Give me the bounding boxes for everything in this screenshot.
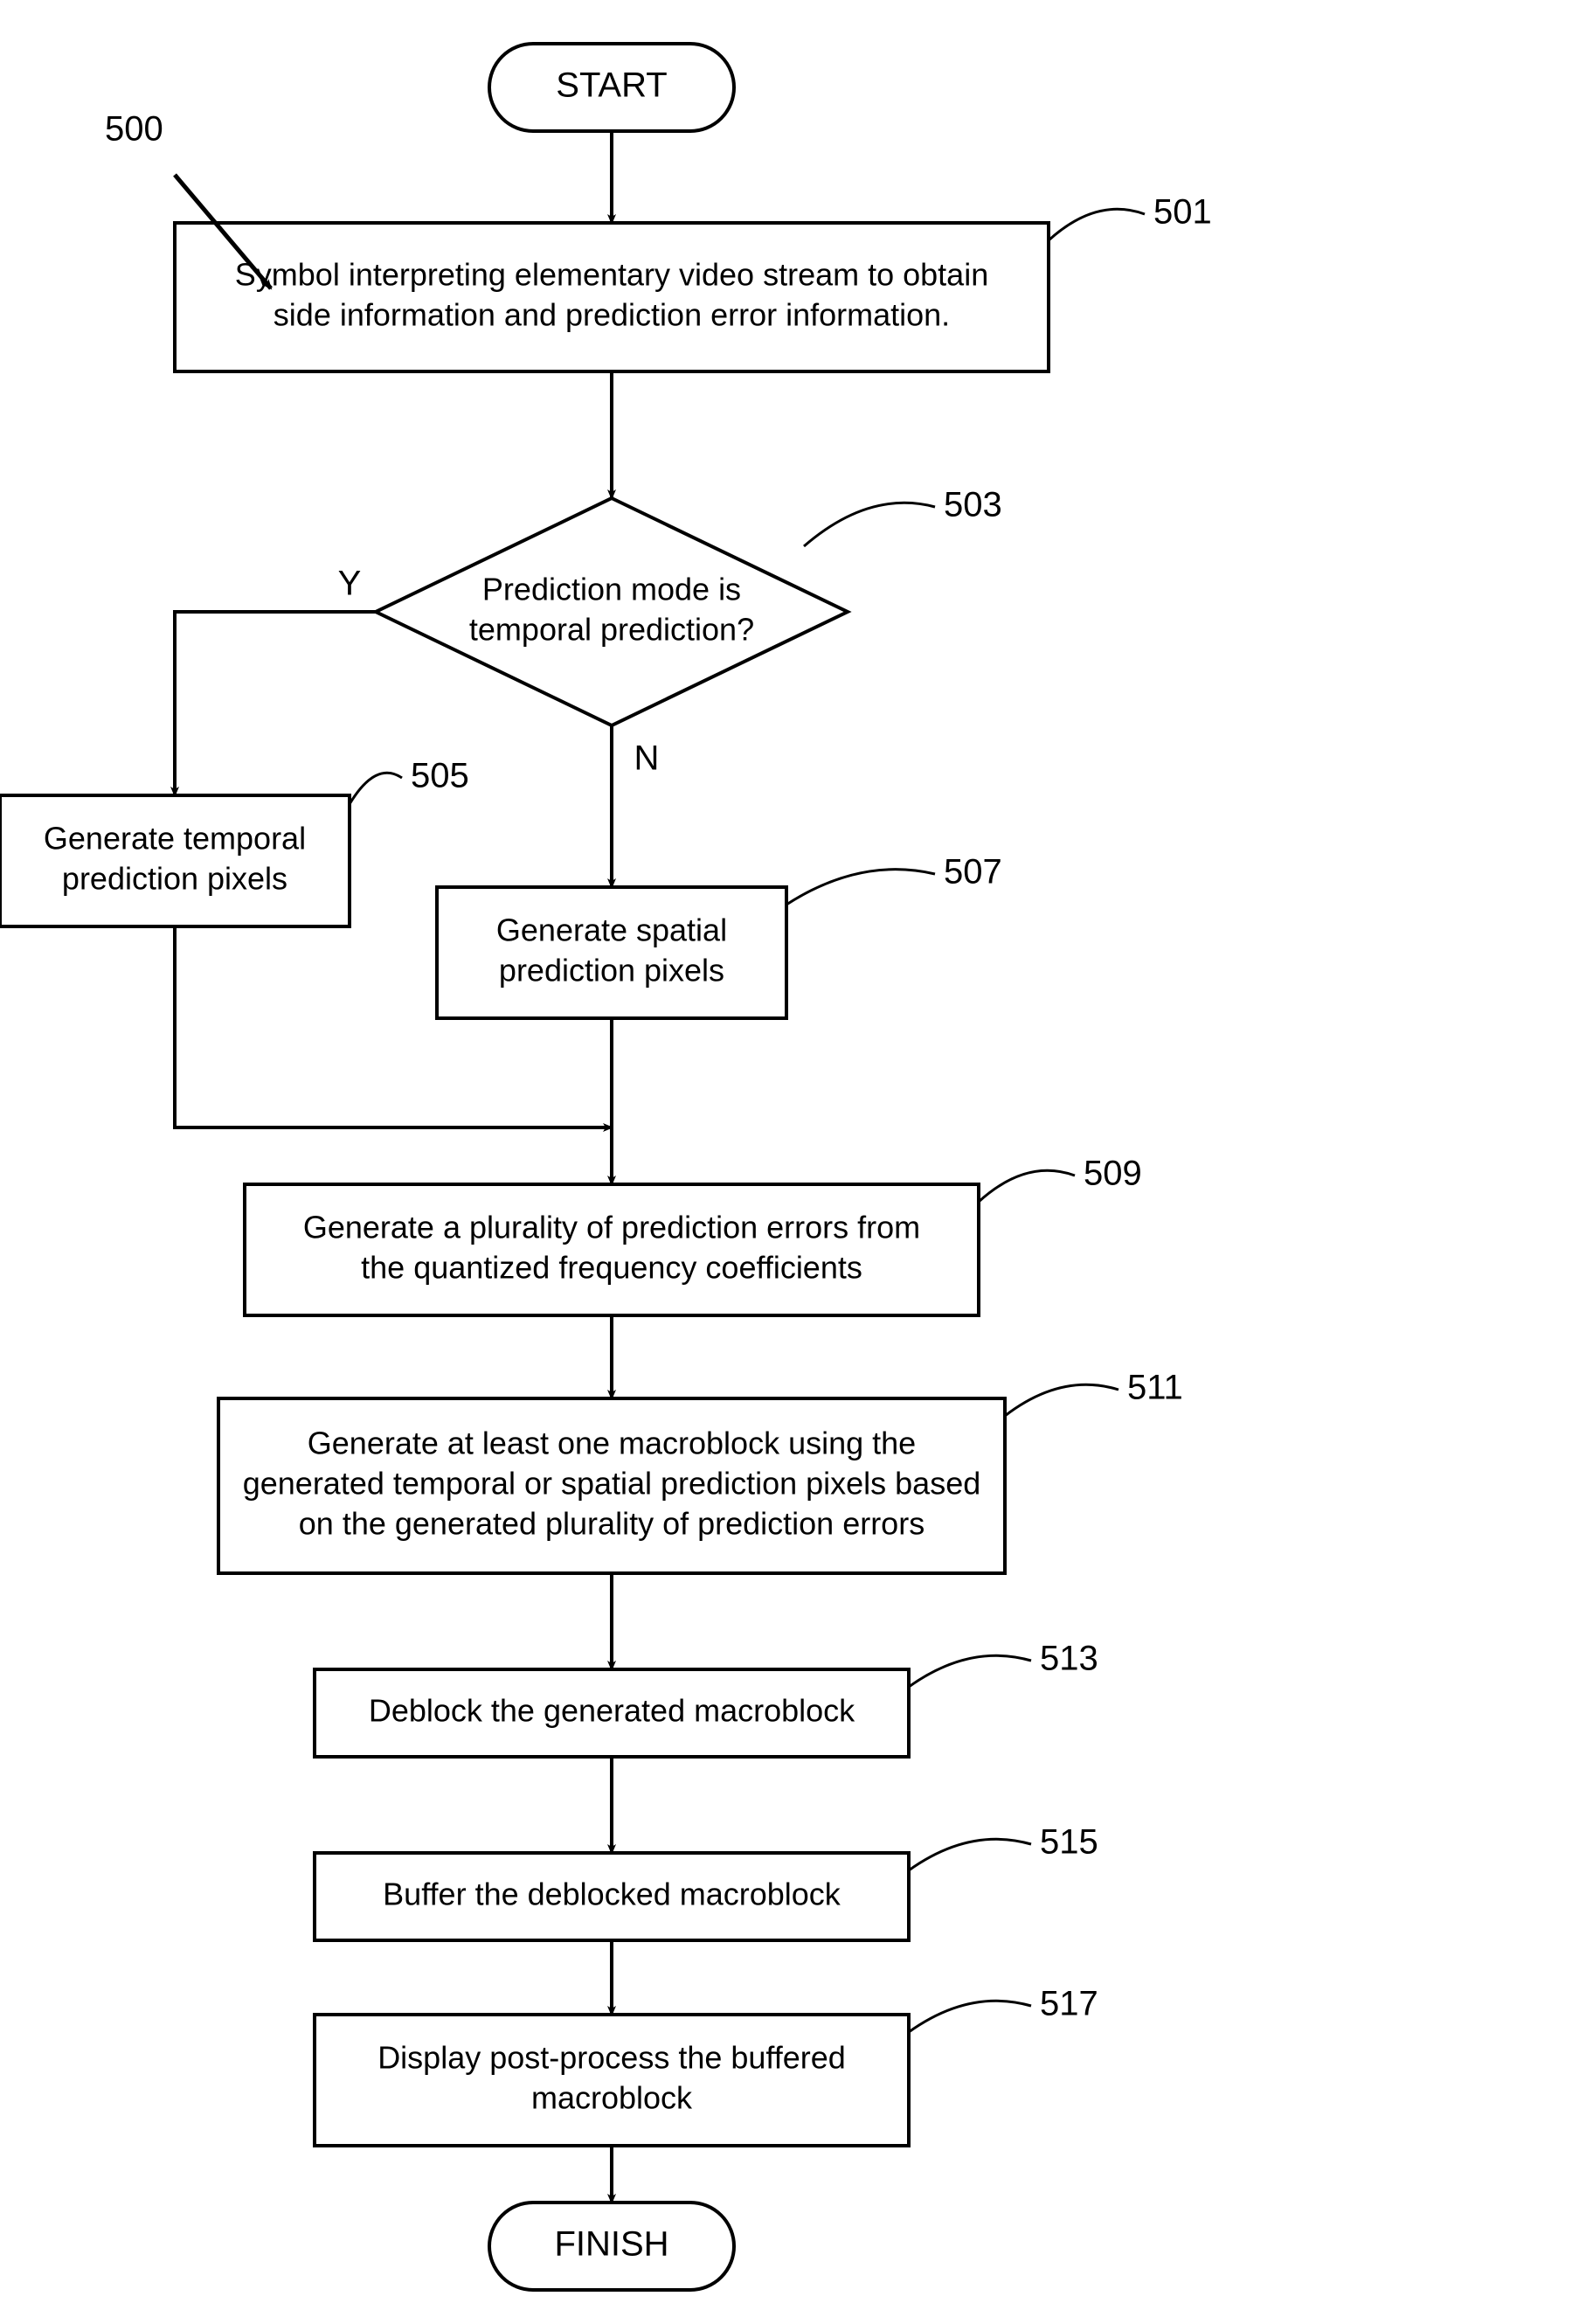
svg-text:FINISH: FINISH [554,2225,668,2264]
callout-label-509: 509 [1084,1155,1142,1193]
node-finish: FINISH [489,2203,734,2290]
node-start: START [489,44,734,131]
callout-label-513: 513 [1040,1640,1098,1678]
callout-label-501: 501 [1153,193,1212,232]
callout-label-505: 505 [411,757,469,795]
nodes-layer: START Symbol interpreting elementary vide… [0,44,1049,2290]
node-n505: Generate temporal prediction pixels [0,795,350,926]
edge-2 [175,612,376,795]
node-n507: Generate spatial prediction pixels [437,887,786,1018]
svg-text:Buffer the deblocked macrobloc: Buffer the deblocked macroblock [383,1877,841,1912]
svg-text:the quantized frequency coeffi: the quantized frequency coefficients [361,1250,862,1286]
node-n511: Generate at least one macroblock using t… [218,1398,1005,1573]
callout-line-501 [1049,209,1145,240]
svg-text:Display post-process the buffe: Display post-process the buffered [377,2040,846,2076]
svg-text:Generate at least one macroblo: Generate at least one macroblock using t… [308,1426,916,1461]
svg-text:side information and predictio: side information and prediction error in… [274,297,950,333]
callout-line-507 [786,870,935,905]
callout-line-503 [804,503,935,546]
svg-text:prediction pixels: prediction pixels [499,953,724,989]
svg-text:Generate temporal: Generate temporal [44,821,306,857]
svg-text:prediction pixels: prediction pixels [62,861,287,897]
flowchart-svg: Y N START Symbol interpreting elementary v… [0,0,1579,2324]
edge-label-Y: Y [338,565,362,603]
callout-line-513 [909,1655,1031,1687]
node-n515: Buffer the deblocked macroblock [315,1853,909,1940]
node-n509: Generate a plurality of prediction error… [245,1184,979,1315]
figure-ref-label: 500 [105,110,163,149]
svg-text:Deblock the generated macroblo: Deblock the generated macroblock [369,1693,855,1729]
node-n517: Display post-process the buffered macrobl… [315,2015,909,2146]
callout-line-515 [909,1839,1031,1870]
svg-text:Generate spatial: Generate spatial [496,912,727,948]
callout-line-505 [350,773,402,804]
svg-text:Symbol interpreting elementary: Symbol interpreting elementary video str… [235,257,988,293]
callout-label-507: 507 [944,853,1002,891]
node-n503: Prediction mode is temporal prediction? [376,498,848,725]
svg-text:generated temporal or spatial: generated temporal or spatial prediction… [243,1466,981,1502]
callout-line-509 [979,1170,1075,1202]
edge-label-N: N [634,739,660,778]
svg-text:START: START [556,66,667,105]
callout-label-503: 503 [944,486,1002,524]
callout-label-511: 511 [1127,1369,1183,1407]
callout-label-517: 517 [1040,1985,1098,2023]
svg-text:on the generated plurality of: on the generated plurality of prediction… [299,1506,925,1542]
node-n501: Symbol interpreting elementary video str… [175,223,1049,371]
callout-line-511 [1005,1384,1118,1416]
svg-text:macroblock: macroblock [531,2080,693,2116]
svg-text:Generate a plurality of predic: Generate a plurality of prediction error… [303,1210,920,1245]
node-n513: Deblock the generated macroblock [315,1669,909,1757]
callout-line-517 [909,2001,1031,2032]
svg-text:temporal prediction?: temporal prediction? [469,612,754,648]
callout-label-515: 515 [1040,1823,1098,1862]
svg-text:Prediction mode is: Prediction mode is [482,572,741,607]
